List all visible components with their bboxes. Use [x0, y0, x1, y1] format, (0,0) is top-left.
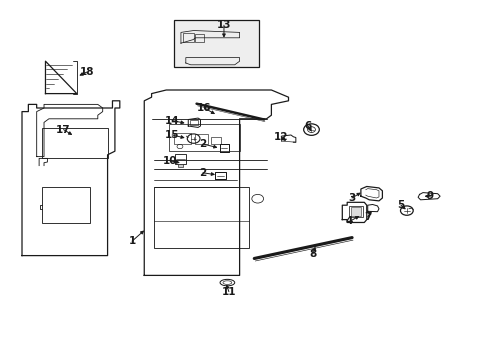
Bar [154, 187, 249, 248]
Text: 17: 17 [56, 125, 71, 135]
Text: 10: 10 [163, 156, 177, 166]
Bar [350, 207, 360, 216]
Bar [211, 137, 221, 144]
Text: 18: 18 [80, 67, 94, 77]
Text: 12: 12 [273, 132, 288, 142]
Text: 14: 14 [164, 116, 179, 126]
Text: 13: 13 [216, 20, 231, 30]
Text: 5: 5 [397, 200, 404, 210]
Text: 11: 11 [221, 287, 236, 297]
Text: 15: 15 [164, 130, 179, 140]
Text: 4: 4 [345, 216, 353, 226]
Text: 3: 3 [348, 193, 355, 203]
Text: 7: 7 [363, 212, 371, 222]
Bar [177, 164, 183, 167]
Bar [168, 124, 239, 151]
Text: 8: 8 [309, 249, 316, 259]
Bar [175, 154, 185, 164]
Bar [41, 187, 90, 223]
Bar [348, 206, 363, 217]
Bar [194, 134, 208, 144]
Bar [195, 34, 203, 42]
Bar [41, 128, 107, 158]
Bar [173, 20, 259, 67]
Bar [190, 120, 198, 125]
Text: 2: 2 [199, 168, 206, 178]
Text: 16: 16 [197, 103, 211, 113]
Bar [173, 133, 190, 144]
Bar [183, 33, 193, 42]
Text: 1: 1 [128, 236, 135, 246]
Text: 9: 9 [426, 191, 433, 201]
Text: 2: 2 [199, 139, 206, 149]
Text: 6: 6 [304, 121, 311, 131]
